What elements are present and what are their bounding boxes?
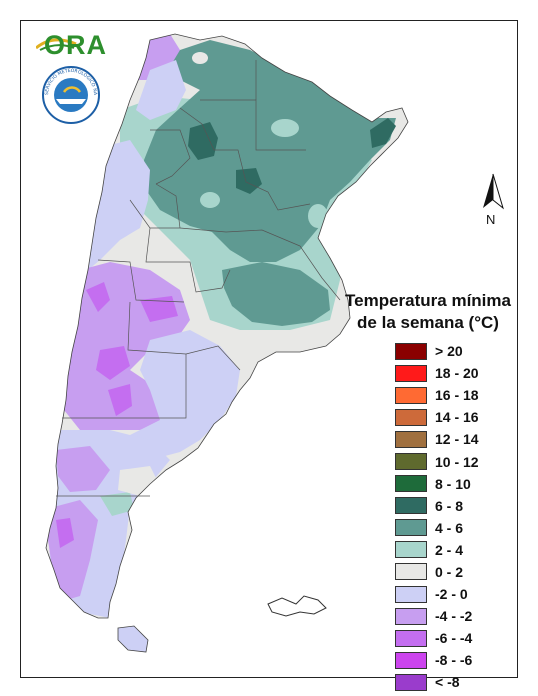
legend-item: 10 - 12: [395, 450, 523, 472]
legend-label: < -8: [435, 674, 460, 691]
legend-item: 0 - 2: [395, 561, 523, 583]
legend-swatch: [395, 541, 427, 559]
legend-label: 14 - 16: [435, 409, 479, 426]
legend-item: 14 - 16: [395, 406, 523, 428]
legend-title: Temperatura mínima de la semana (°C): [333, 290, 523, 334]
legend-swatch: [395, 475, 427, 493]
north-arrow-icon: [483, 173, 504, 210]
legend-label: 8 - 10: [435, 475, 471, 492]
north-label: N: [486, 212, 496, 227]
legend-label: -6 - -4: [435, 630, 473, 647]
legend-item: -4 - -2: [395, 605, 523, 627]
legend-item: > 20: [395, 340, 523, 362]
legend-item: 8 - 10: [395, 473, 523, 495]
legend-label: -2 - 0: [435, 586, 468, 603]
legend-item: 16 - 18: [395, 384, 523, 406]
legend-label: 12 - 14: [435, 431, 479, 448]
legend-title-line1: Temperatura mínima: [345, 291, 511, 310]
north-arrow: N: [478, 172, 518, 232]
legend-swatch: [395, 519, 427, 537]
legend-item: 12 - 14: [395, 428, 523, 450]
legend-swatch: [395, 673, 427, 691]
institution-seal: SERVICIO METEOROLOGICO NACIONAL · ARGENT…: [40, 62, 100, 124]
legend-swatch: [395, 497, 427, 515]
legend-item: -2 - 0: [395, 583, 523, 605]
legend-label: 18 - 20: [435, 365, 479, 382]
legend-item: 18 - 20: [395, 362, 523, 384]
legend-swatch: [395, 651, 427, 669]
legend-swatch: [395, 563, 427, 581]
legend-label: 6 - 8: [435, 497, 464, 514]
legend-swatch: [395, 408, 427, 426]
legend-label: > 20: [435, 343, 463, 360]
legend-items: > 20 18 - 20 16 - 18 14 - 16 12 - 14 10 - 12 8…: [395, 340, 523, 694]
legend-item: < -8: [395, 671, 523, 693]
legend-item: 2 - 4: [395, 539, 523, 561]
legend-swatch: [395, 364, 427, 382]
legend-swatch: [395, 453, 427, 471]
legend-item: -6 - -4: [395, 627, 523, 649]
legend-label: -8 - -6: [435, 652, 473, 669]
legend-swatch: [395, 629, 427, 647]
seal-icon: SERVICIO METEOROLOGICO NACIONAL · ARGENT…: [40, 62, 100, 124]
legend-swatch: [395, 386, 427, 404]
legend-item: 6 - 8: [395, 495, 523, 517]
legend-item: -8 - -6: [395, 649, 523, 671]
legend: Temperatura mínima de la semana (°C) > 2…: [333, 290, 523, 694]
legend-title-line2: de la semana (°C): [357, 313, 499, 332]
legend-swatch: [395, 585, 427, 603]
legend-label: 0 - 2: [435, 563, 464, 580]
legend-item: 4 - 6: [395, 517, 523, 539]
legend-swatch: [395, 607, 427, 625]
ora-logo: ORA: [35, 30, 107, 60]
legend-label: 4 - 6: [435, 519, 464, 536]
legend-swatch: [395, 430, 427, 448]
ora-logo-text: ORA: [44, 30, 107, 60]
ora-leaf-icon: [35, 38, 77, 51]
legend-label: 2 - 4: [435, 541, 464, 558]
legend-swatch: [395, 342, 427, 360]
legend-label: -4 - -2: [435, 608, 473, 625]
legend-label: 10 - 12: [435, 453, 479, 470]
legend-label: 16 - 18: [435, 387, 479, 404]
